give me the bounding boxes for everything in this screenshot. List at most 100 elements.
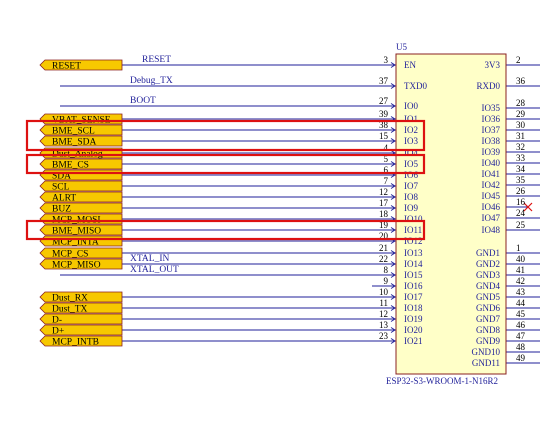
chip-part-number: ESP32-S3-WROOM-1-N16R2 [386,376,498,386]
pin-name-io40[interactable]: IO40 [482,158,501,168]
pin-name-io20[interactable]: IO20 [404,325,423,335]
net-label-dust-tx[interactable]: Dust_TX [39,302,123,314]
net-label-flag [39,124,123,136]
pin-arrow [390,161,396,167]
pin-number: 33 [516,153,526,163]
pin-arrow [390,316,396,322]
net-label-text: SDA [52,171,71,181]
pin-number: 28 [516,98,526,108]
pin-number: 26 [516,186,526,196]
pin-name-io42[interactable]: IO42 [482,180,501,190]
net-label-bme-sda[interactable]: BME_SDA [39,135,123,147]
pin-name-io15[interactable]: IO15 [404,270,423,280]
net-label-bme-scl[interactable]: BME_SCL [39,124,123,136]
pin-name-io1[interactable]: IO1 [404,114,418,124]
pin-name-txd0[interactable]: TXD0 [404,81,427,91]
net-label-flag [39,302,123,314]
wires-layer [60,62,540,364]
no-connect-marker [523,202,533,212]
pin-name-en[interactable]: EN [404,60,416,70]
pin-name-io36[interactable]: IO36 [482,114,501,124]
pin-name-gnd1[interactable]: GND1 [476,248,500,258]
pin-arrow [390,62,396,68]
pin-name-io9[interactable]: IO9 [404,203,418,213]
pin-name-io8[interactable]: IO8 [404,192,418,202]
net-label-text: ALRT [52,193,76,203]
pin-name-io12[interactable]: IO12 [404,236,423,246]
pin-name-io21[interactable]: IO21 [404,336,423,346]
net-label-text: BUZ [52,204,71,214]
pin-number: 29 [516,109,526,119]
pin-name-gnd6[interactable]: GND6 [476,303,500,313]
pin-name-io47[interactable]: IO47 [482,213,501,223]
net-label-mcp-inta[interactable]: MCP_INTA [39,235,123,247]
pin-name-io45[interactable]: IO45 [482,191,501,201]
net-label-reset[interactable]: RESET [39,59,123,71]
pin-number: 45 [516,309,526,319]
pin-name-gnd8[interactable]: GND8 [476,325,500,335]
net-label-text: D+ [52,326,64,336]
pin-name-io4[interactable]: IO4 [404,148,418,158]
pin-name-io10[interactable]: IO10 [404,214,423,224]
net-label-d[interactable]: D- [39,313,123,325]
net-label-text: SCL [52,182,70,192]
pin-arrow [390,83,396,89]
pin-name-gnd7[interactable]: GND7 [476,314,500,324]
pin-name-io6[interactable]: IO6 [404,170,418,180]
esp32-module: U5 ESP32-S3-WROOM-1-N16R2 [386,42,507,386]
pin-name-gnd3[interactable]: GND3 [476,270,500,280]
pin-name-gnd4[interactable]: GND4 [476,281,500,291]
pin-number: 8 [384,265,389,275]
pin-name-gnd2[interactable]: GND2 [476,259,500,269]
pin-name-io5[interactable]: IO5 [404,159,418,169]
net-label-mcp-cs[interactable]: MCP_CS [39,247,123,259]
pin-name-3v3[interactable]: 3V3 [485,60,501,70]
pin-name-gnd10[interactable]: GND10 [472,347,501,357]
pin-name-gnd9[interactable]: GND9 [476,336,500,346]
pin-name-io7[interactable]: IO7 [404,181,418,191]
pin-name-io41[interactable]: IO41 [482,169,501,179]
pin-name-io0[interactable]: IO0 [404,101,418,111]
net-label-sda[interactable]: SDA [39,169,123,181]
net-label-dust-rx[interactable]: Dust_RX [39,291,123,303]
pin-name-io14[interactable]: IO14 [404,259,423,269]
pin-name-io17[interactable]: IO17 [404,292,423,302]
pin-name-io38[interactable]: IO38 [482,136,501,146]
net-label-d[interactable]: D+ [39,324,123,336]
net-label-mcp-intb[interactable]: MCP_INTB [39,335,123,347]
net-label-text: BME_MISO [52,226,101,236]
pin-name-rxd0[interactable]: RXD0 [476,81,500,91]
pin-name-gnd5[interactable]: GND5 [476,292,500,302]
net-label-buz[interactable]: BUZ [39,202,123,214]
net-label-scl[interactable]: SCL [39,180,123,192]
pin-name-io13[interactable]: IO13 [404,248,423,258]
pin-arrow [390,205,396,211]
pin-arrow [390,127,396,133]
chip-body[interactable] [395,53,507,375]
net-label-text: MCP_INTB [52,337,99,347]
pin-name-gnd11[interactable]: GND11 [472,358,500,368]
pin-name-io37[interactable]: IO37 [482,125,501,135]
net-label-bme-miso[interactable]: BME_MISO [39,224,123,236]
pin-number: 41 [516,265,525,275]
pin-name-io48[interactable]: IO48 [482,225,501,235]
pin-name-io19[interactable]: IO19 [404,314,423,324]
pin-name-io2[interactable]: IO2 [404,125,418,135]
pin-number: 12 [379,187,388,197]
net-label-mcp-miso[interactable]: MCP_MISO [39,258,123,270]
net-label-mcp-mosi[interactable]: MCP_MOSI [39,213,123,225]
pin-arrow [390,183,396,189]
pin-name-io3[interactable]: IO3 [404,136,418,146]
chip-designator: U5 [396,42,407,52]
net-label-vbat-sense[interactable]: VBAT_SENSE [39,113,123,125]
pin-name-io18[interactable]: IO18 [404,303,423,313]
net-name-reset: RESET [142,55,171,65]
pin-name-io16[interactable]: IO16 [404,281,423,291]
pin-name-io11[interactable]: IO11 [404,225,422,235]
pin-name-io35[interactable]: IO35 [482,103,501,113]
pin-name-io39[interactable]: IO39 [482,147,501,157]
net-label-alrt[interactable]: ALRT [39,191,123,203]
pin-number: 5 [384,154,389,164]
pin-name-io46[interactable]: IO46 [482,202,501,212]
net-label-bme-cs[interactable]: BME_CS [39,158,123,170]
